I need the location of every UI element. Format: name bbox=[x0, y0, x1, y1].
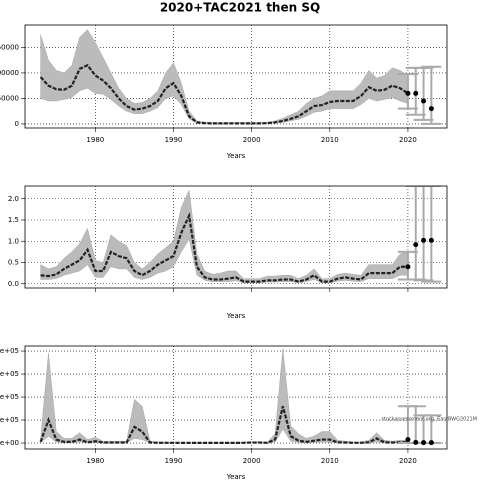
x-tick-label: 2010 bbox=[321, 136, 339, 144]
panel: 1980 1990 2000 2010 2020 0e+00 1e+05 2e+05 3e+05… bbox=[0, 345, 477, 480]
x-tick-label: 2010 bbox=[321, 457, 339, 465]
plot-frame bbox=[24, 345, 448, 450]
projection-point bbox=[428, 440, 434, 446]
chart-title: 2020+TAC2021 then SQ bbox=[160, 1, 320, 15]
projection-point bbox=[413, 439, 419, 445]
projection-point bbox=[421, 237, 427, 243]
y-tick-label: 2e+05 bbox=[0, 393, 19, 401]
y-tick-label: 1e+05 bbox=[0, 416, 19, 424]
y-tick-label: 1.5 bbox=[8, 216, 19, 224]
panel: 0.0 0.5 1.0 1.5 2.0 Years bbox=[8, 185, 448, 320]
projection-point bbox=[405, 437, 411, 443]
y-tick-label: 0e+00 bbox=[0, 439, 19, 447]
x-tick-label: 2000 bbox=[243, 136, 261, 144]
x-tick-label: 2020 bbox=[399, 136, 417, 144]
y-tick-label: 100000 bbox=[0, 69, 19, 77]
confidence-band bbox=[40, 348, 409, 444]
projection-point bbox=[428, 106, 434, 112]
y-tick-label: 2.0 bbox=[8, 195, 19, 203]
x-axis-label: Years bbox=[226, 473, 246, 480]
y-tick-label: 150000 bbox=[0, 43, 19, 51]
projection-point bbox=[405, 264, 411, 270]
projection-point bbox=[413, 90, 419, 96]
projection-point bbox=[428, 237, 434, 243]
x-tick-label: 1990 bbox=[165, 457, 183, 465]
y-tick-label: 1.0 bbox=[8, 237, 19, 245]
panel: 1980 1990 2000 2010 2020 0 50000 100000 150000 Ye… bbox=[0, 24, 448, 160]
projection-point bbox=[413, 242, 419, 248]
plot-area bbox=[40, 186, 442, 284]
estimate-line bbox=[39, 63, 409, 125]
y-tick-label: 0.0 bbox=[8, 280, 19, 288]
y-tick-label: 0.5 bbox=[8, 259, 19, 267]
estimate-line bbox=[40, 211, 408, 283]
y-tick-label: 3e+05 bbox=[0, 370, 19, 378]
estimate-line bbox=[39, 405, 408, 445]
y-tick-label: 4e+05 bbox=[0, 347, 19, 355]
projection-point bbox=[421, 98, 427, 104]
plot-area bbox=[39, 29, 442, 125]
x-tick-label: 2000 bbox=[243, 457, 261, 465]
annotation: stockassessment.org, EastBWG2021M bbox=[381, 417, 477, 423]
x-axis-label: Years bbox=[226, 312, 246, 320]
x-tick-label: 1980 bbox=[86, 136, 104, 144]
plot-frame bbox=[24, 24, 448, 129]
projection-point bbox=[421, 440, 427, 446]
plot-frame bbox=[24, 185, 448, 289]
x-axis-label: Years bbox=[226, 152, 246, 160]
x-tick-label: 1990 bbox=[165, 136, 183, 144]
projection-point bbox=[405, 90, 411, 96]
x-tick-label: 2020 bbox=[399, 457, 417, 465]
y-tick-label: 0 bbox=[15, 120, 19, 128]
x-tick-label: 1980 bbox=[86, 457, 104, 465]
y-tick-label: 50000 bbox=[0, 94, 19, 102]
plot-area bbox=[39, 348, 442, 446]
